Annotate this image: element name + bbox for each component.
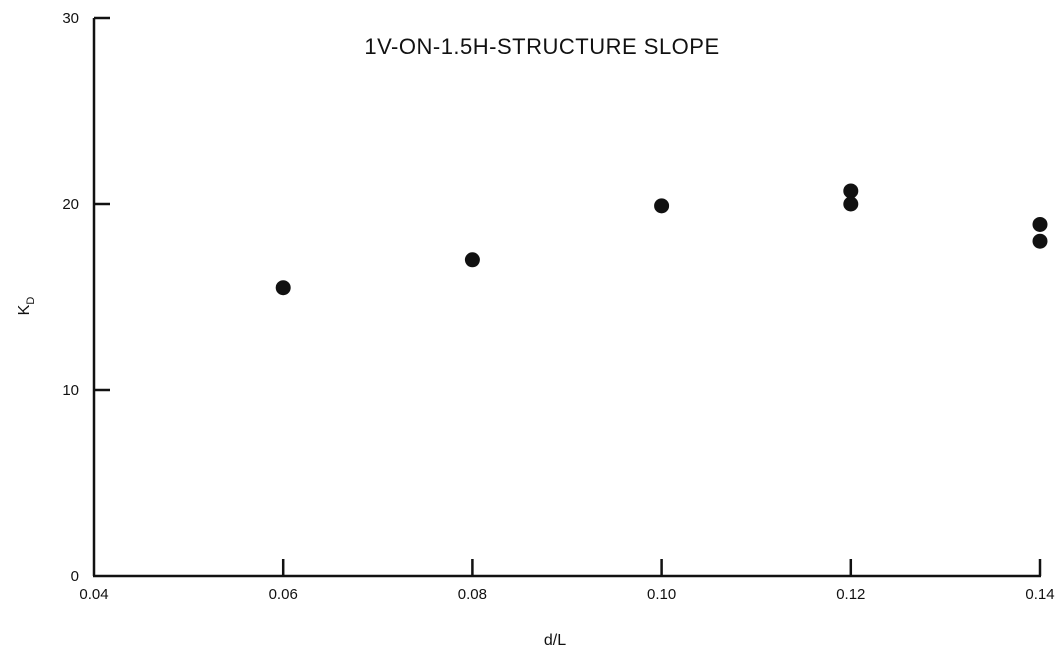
y-tick-label-3: 30 bbox=[62, 10, 79, 27]
data-points bbox=[275, 183, 1048, 296]
x-tick-label-1: 0.06 bbox=[269, 586, 298, 603]
data-point-0-0 bbox=[275, 280, 291, 296]
data-point-0-5 bbox=[1032, 216, 1048, 232]
x-tick-label-5: 0.14 bbox=[1025, 586, 1054, 603]
y-axis-label-subscript: D bbox=[25, 297, 37, 305]
chart-title: 1V-ON-1.5H-STRUCTURE SLOPE bbox=[364, 34, 719, 59]
y-axis-ticks: 0 10 20 30 bbox=[62, 10, 110, 585]
data-point-0-2 bbox=[654, 198, 670, 214]
data-point-0-3 bbox=[843, 183, 859, 199]
x-tick-label-4: 0.12 bbox=[836, 586, 865, 603]
y-tick-label-0: 0 bbox=[71, 568, 79, 585]
x-tick-label-2: 0.08 bbox=[458, 586, 487, 603]
data-point-0-6 bbox=[1032, 233, 1048, 249]
y-tick-label-2: 20 bbox=[62, 196, 79, 213]
data-point-0-4 bbox=[843, 196, 859, 212]
x-tick-label-0: 0.04 bbox=[79, 586, 108, 603]
y-axis-label: KD bbox=[16, 297, 37, 316]
x-tick-label-3: 0.10 bbox=[647, 586, 676, 603]
y-axis-label-main: K bbox=[16, 304, 33, 315]
y-tick-label-1: 10 bbox=[62, 382, 79, 399]
data-point-0-1 bbox=[464, 252, 480, 268]
x-axis-label: d/L bbox=[544, 632, 566, 649]
x-axis-ticks: 0.04 0.06 0.08 0.10 0.12 0.14 bbox=[79, 559, 1055, 603]
